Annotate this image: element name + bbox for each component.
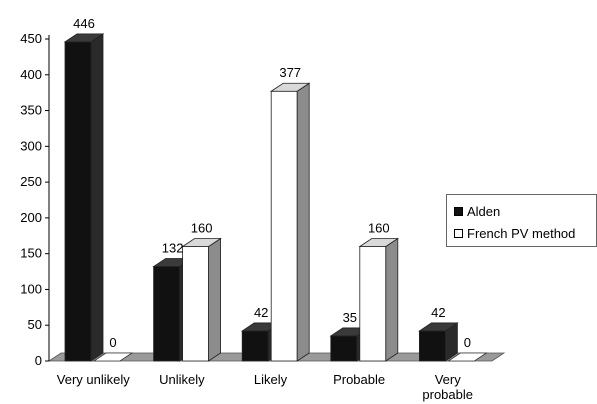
data-label-alden-very-probable: 42	[431, 305, 445, 320]
y-tick-label: 250	[20, 174, 42, 189]
bar-french-pv-method-likely-front	[270, 90, 298, 362]
x-tick-label-very-unlikely: Very unlikely	[57, 372, 130, 387]
x-tick-label-unlikely: Unlikely	[159, 372, 205, 387]
bar-alden-likely-front	[241, 330, 269, 362]
data-label-french-pv-method-likely: 377	[279, 65, 301, 80]
legend-label-alden: Alden	[467, 204, 501, 219]
bar-alden-unlikely-front	[153, 266, 181, 362]
data-labels: 446 0 132 160 42 377 35 160 42 0	[73, 16, 471, 350]
data-label-french-pv-method-unlikely: 160	[191, 221, 213, 236]
bar-french-pv-method-likely-side	[296, 82, 310, 362]
y-tick-label: 100	[20, 281, 42, 296]
x-tick-label-very-probable: probable	[422, 387, 473, 402]
y-tick-label: 0	[35, 353, 42, 368]
data-label-alden-very-unlikely: 446	[73, 16, 95, 31]
x-tick-label-likely: Likely	[254, 372, 288, 387]
y-tick-label: 200	[20, 210, 42, 225]
x-tick-label-probable: Probable	[333, 372, 385, 387]
bar-french-pv-method-probable-top	[358, 238, 400, 247]
bar-french-pv-method-probable-front	[359, 246, 387, 362]
bar-french-pv-method-unlikely-top	[181, 238, 222, 247]
bar-french-pv-method-unlikely-front	[182, 246, 210, 362]
y-tick-label: 50	[28, 317, 42, 332]
bar-alden-very-unlikely	[63, 33, 105, 362]
bar-french-pv-method-likely	[269, 82, 311, 362]
bar-french-pv-method-probable	[358, 237, 400, 362]
bar-french-pv-method-very-probable-top	[447, 352, 488, 362]
bar-alden-very-unlikely-top	[63, 33, 105, 43]
x-tick-label-very-probable: Very	[435, 372, 462, 387]
legend-label-french-pv-method: French PV method	[467, 226, 576, 241]
bar-alden-very-unlikely-front	[64, 41, 92, 362]
bar-french-pv-method-unlikely-side	[208, 237, 222, 362]
legend-swatch-french-pv-method	[454, 229, 463, 238]
y-tick-label: 300	[20, 138, 42, 153]
data-label-french-pv-method-very-unlikely: 0	[109, 335, 116, 350]
data-label-alden-likely: 42	[254, 305, 268, 320]
legend: Alden French PV method	[446, 194, 597, 247]
data-label-alden-probable: 35	[343, 310, 357, 325]
bar-french-pv-method-very-unlikely	[92, 352, 134, 362]
bar-french-pv-method-unlikely	[181, 237, 222, 362]
bar-alden-very-probable-top	[418, 322, 459, 332]
bars	[63, 33, 488, 362]
bar-french-pv-method-very-probable	[447, 352, 488, 362]
bar-french-pv-method-probable-side	[385, 237, 399, 362]
bar-french-pv-method-likely-top	[269, 82, 311, 92]
y-tick-label: 400	[20, 67, 42, 82]
legend-item-french-pv-method: French PV method	[454, 226, 575, 241]
bar-alden-very-probable-front	[418, 330, 446, 362]
legend-item-alden: Alden	[454, 204, 500, 219]
y-tick-label: 350	[20, 103, 42, 118]
y-tick-label: 450	[20, 31, 42, 46]
data-label-french-pv-method-very-probable: 0	[464, 335, 471, 350]
bar-alden-probable-front	[330, 335, 358, 362]
legend-swatch-alden	[454, 207, 463, 216]
data-label-alden-unlikely: 132	[162, 241, 184, 256]
bar-alden-very-probable	[418, 322, 459, 362]
data-label-french-pv-method-probable: 160	[368, 221, 390, 236]
bar-french-pv-method-very-unlikely-top	[92, 352, 134, 362]
y-tick-label: 150	[20, 246, 42, 261]
bar-alden-very-unlikely-side	[90, 33, 104, 362]
